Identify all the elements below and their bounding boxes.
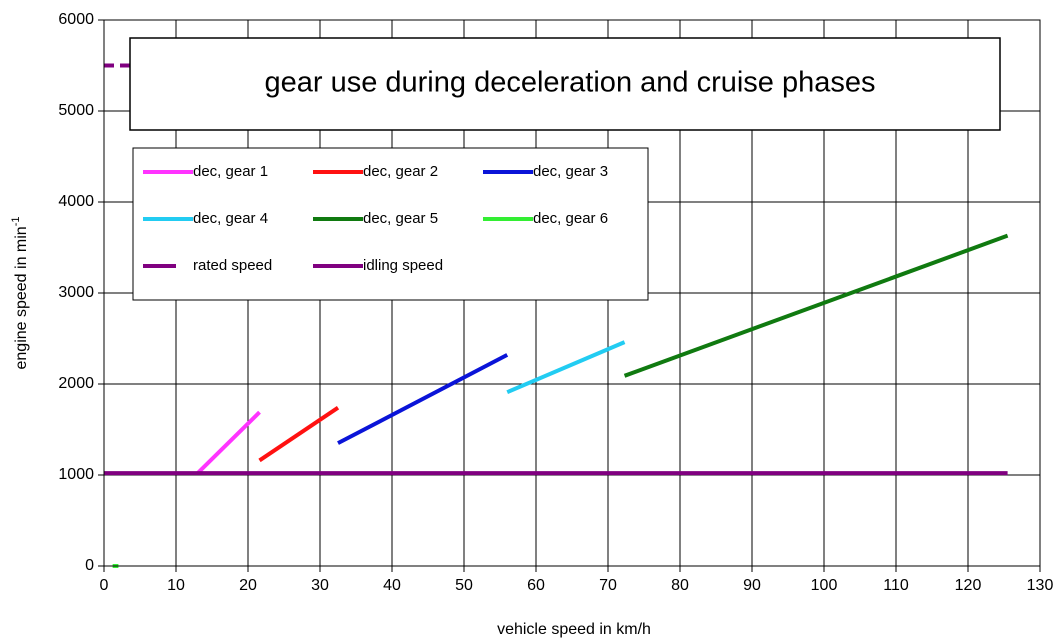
legend-label: idling speed [363,257,443,274]
x-tick-label: 80 [671,577,689,594]
y-tick-label: 0 [85,557,94,574]
x-tick-label: 100 [811,577,838,594]
legend-label: dec, gear 5 [363,210,438,227]
legend-label: dec, gear 3 [533,163,608,180]
y-axis-label: engine speed in min-1 [10,217,30,370]
title-box [129,37,1001,131]
y-tick-label: 2000 [58,375,94,392]
legend [132,147,649,301]
legend-label: rated speed [193,257,272,274]
x-axis-label: vehicle speed in km/h [497,621,651,638]
x-tick-label: 10 [167,577,185,594]
y-tick-label: 6000 [58,11,94,28]
y-axis-label-text: engine speed in min [13,226,30,369]
y-tick-label: 3000 [58,284,94,301]
legend-label: dec, gear 1 [193,163,268,180]
y-axis-label-sup: -1 [10,217,22,227]
x-tick-label: 0 [100,577,109,594]
y-tick-label: 4000 [58,193,94,210]
series-line [506,340,626,395]
legend-label: dec, gear 4 [193,210,268,227]
plot-frame [103,19,1041,567]
x-tick-label: 40 [383,577,401,594]
legend-label: dec, gear 2 [363,163,438,180]
series-line [258,406,340,463]
x-tick-label: 130 [1027,577,1054,594]
y-tick-label: 5000 [58,102,94,119]
chart-title: gear use during deceleration and cruise … [264,67,875,99]
x-tick-label: 110 [883,577,909,594]
x-tick-label: 70 [599,577,617,594]
y-tick-label: 1000 [58,466,94,483]
x-tick-label: 20 [239,577,257,594]
series-line [337,353,509,445]
x-tick-label: 90 [743,577,761,594]
x-tick-label: 30 [311,577,329,594]
legend-label: dec, gear 6 [533,210,608,227]
x-tick-label: 50 [455,577,473,594]
x-tick-label: 120 [955,577,982,594]
x-tick-label: 60 [527,577,545,594]
series-line [196,410,261,475]
series-line [623,233,1009,378]
